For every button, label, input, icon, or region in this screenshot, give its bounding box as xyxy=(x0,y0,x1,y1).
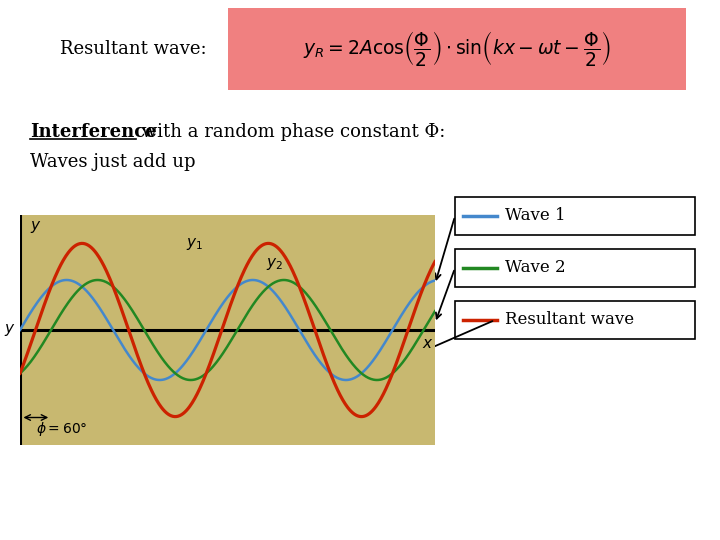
Text: $y$: $y$ xyxy=(30,219,42,235)
Text: $\phi = 60°$: $\phi = 60°$ xyxy=(36,420,88,437)
Text: Wave 2: Wave 2 xyxy=(505,260,566,276)
Text: Resultant wave: Resultant wave xyxy=(505,312,634,328)
Text: with a random phase constant Φ:: with a random phase constant Φ: xyxy=(136,123,446,141)
Text: $y_R = 2A\cos\!\left(\dfrac{\Phi}{2}\right)\cdot\sin\!\left(kx - \omega t - \dfr: $y_R = 2A\cos\!\left(\dfrac{\Phi}{2}\rig… xyxy=(303,30,611,69)
FancyBboxPatch shape xyxy=(20,215,435,445)
Text: Interference: Interference xyxy=(30,123,157,141)
Text: $y_2$: $y_2$ xyxy=(266,256,283,273)
Text: Waves just add up: Waves just add up xyxy=(30,153,196,171)
Text: $x$: $x$ xyxy=(422,336,433,350)
FancyBboxPatch shape xyxy=(455,301,695,339)
Text: Resultant wave:: Resultant wave: xyxy=(60,40,207,58)
Text: Wave 1: Wave 1 xyxy=(505,207,566,225)
Text: $y_1$: $y_1$ xyxy=(186,237,203,253)
FancyBboxPatch shape xyxy=(455,197,695,235)
FancyBboxPatch shape xyxy=(455,249,695,287)
Text: $y$: $y$ xyxy=(4,322,16,338)
FancyBboxPatch shape xyxy=(228,8,686,90)
